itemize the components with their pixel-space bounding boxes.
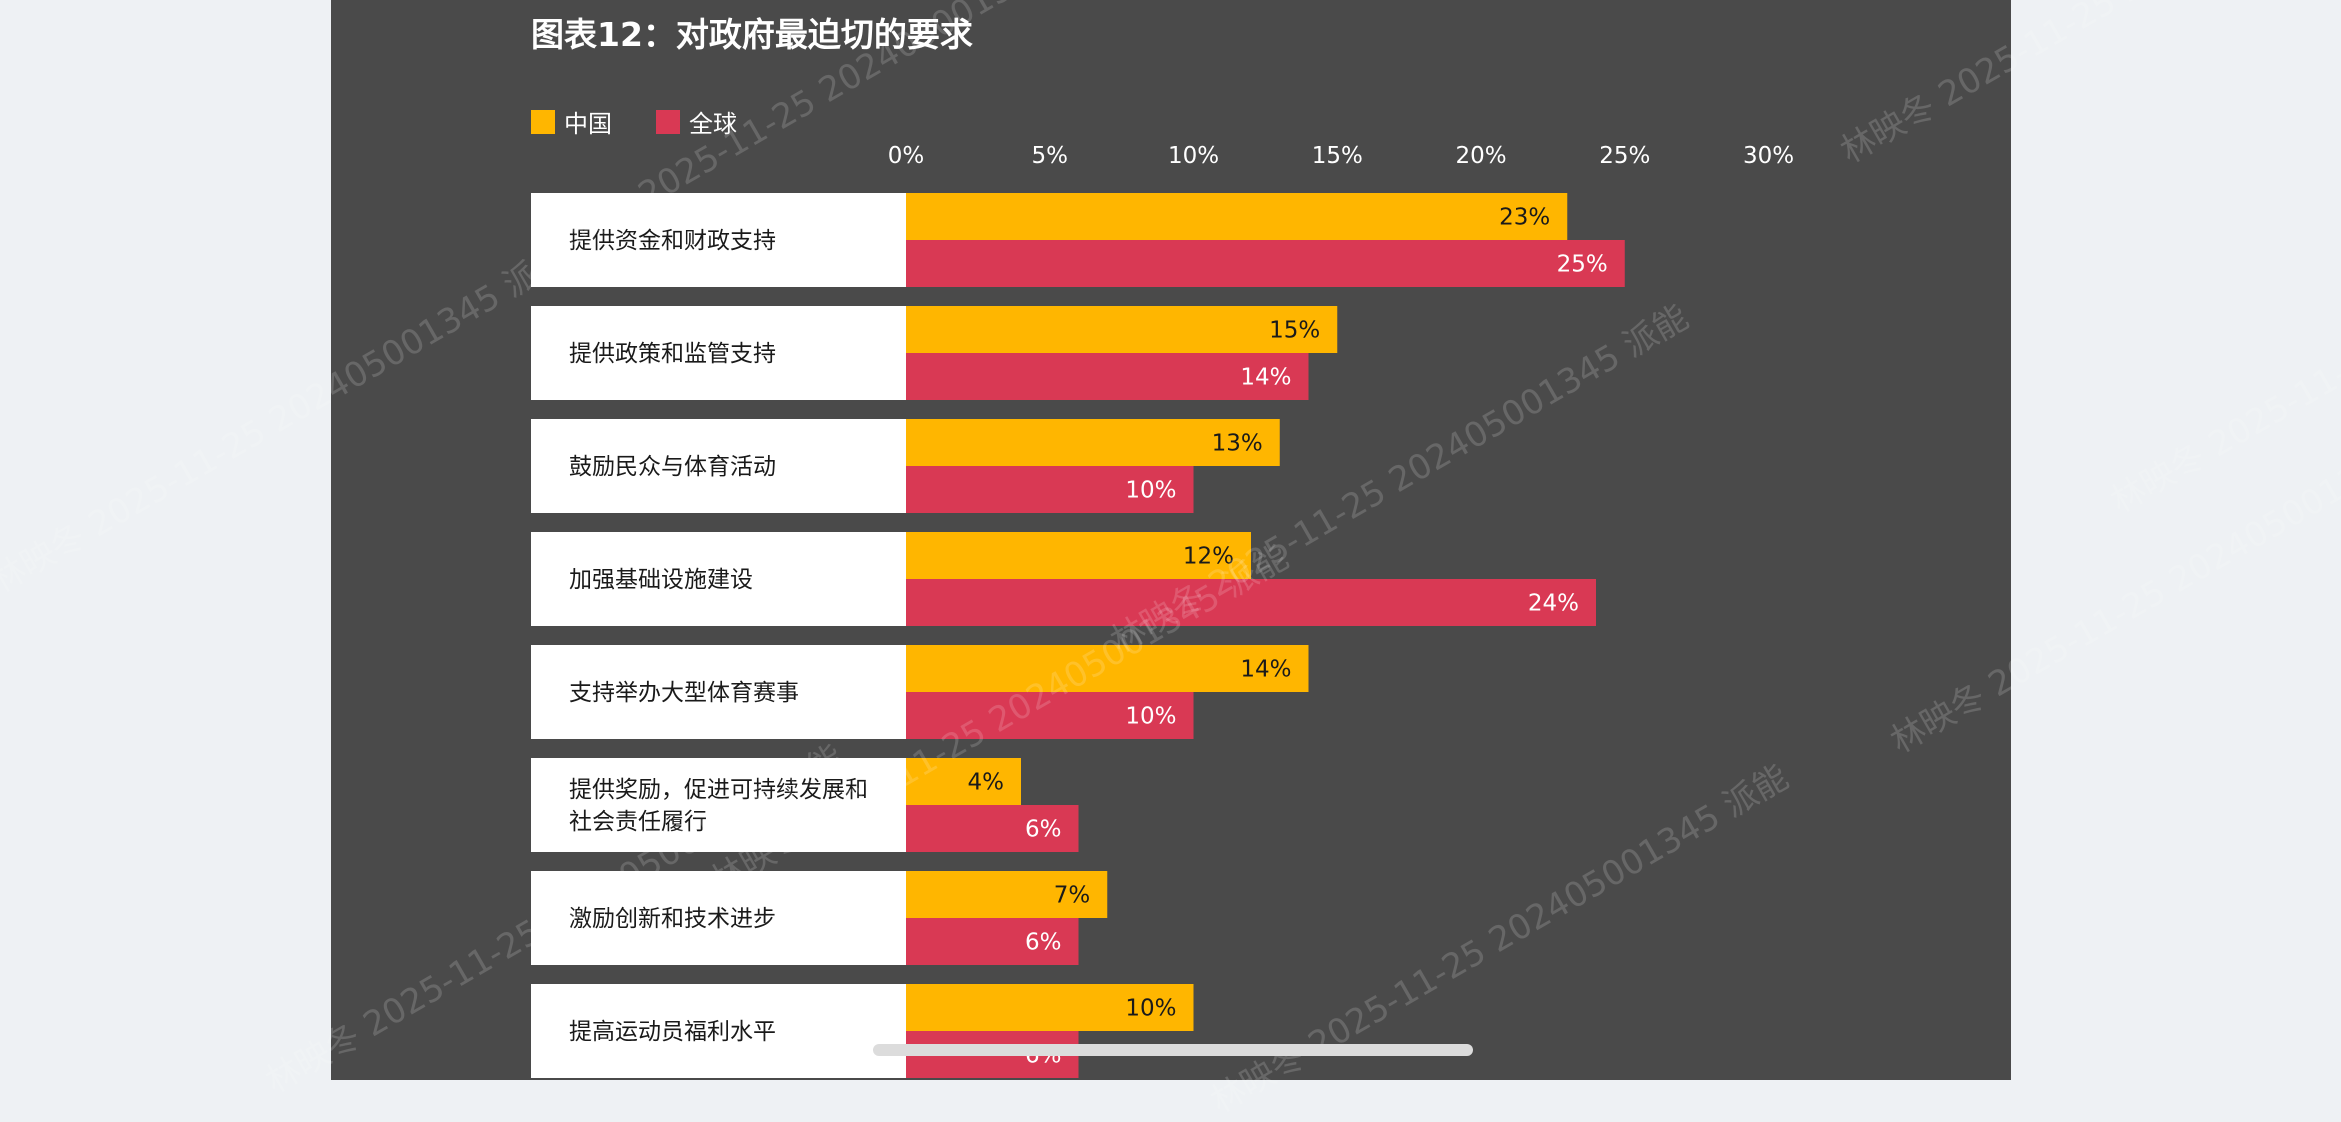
category-label-box <box>531 306 906 400</box>
category-label: 提高运动员福利水平 <box>569 1019 776 1045</box>
watermark-text: 林映冬 2025-11-25 202405001345 派能 <box>2104 157 2341 522</box>
x-tick-label: 20% <box>1455 143 1506 169</box>
legend-label-china: 中国 <box>564 110 612 138</box>
bar-china <box>906 193 1568 240</box>
legend-item-china: 中国 <box>531 104 612 139</box>
data-label-global: 10% <box>1125 478 1176 504</box>
category-label: 社会责任履行 <box>569 809 707 835</box>
chart-title: 图表12：对政府最迫切的要求 <box>531 15 973 54</box>
data-label-china: 10% <box>1125 996 1176 1022</box>
legend-swatch-china <box>531 109 555 134</box>
data-label-china: 14% <box>1240 657 1291 683</box>
category-label-box <box>531 193 906 287</box>
legend-swatch-global <box>656 109 680 134</box>
x-tick-label: 0% <box>888 143 925 169</box>
bar-china <box>906 419 1280 466</box>
category-label-box <box>531 419 906 513</box>
data-label-china: 13% <box>1212 431 1263 457</box>
bar-china <box>906 758 1021 805</box>
horizontal-scrollbar[interactable] <box>873 1044 1473 1056</box>
legend-item-global: 全球 <box>656 104 737 139</box>
category-label-box <box>531 871 906 965</box>
category-label: 支持举办大型体育赛事 <box>569 680 799 706</box>
data-label-china: 15% <box>1269 318 1320 344</box>
data-label-global: 10% <box>1125 704 1176 730</box>
bar-global <box>906 805 1079 852</box>
category-label: 提供政策和监管支持 <box>569 341 776 367</box>
category-label: 加强基础设施建设 <box>569 567 753 593</box>
data-label-china: 23% <box>1499 205 1550 231</box>
category-label: 鼓励民众与体育活动 <box>569 454 776 480</box>
bar-global <box>906 466 1194 513</box>
legend-label-global: 全球 <box>689 110 737 138</box>
category-label: 激励创新和技术进步 <box>569 906 776 932</box>
data-label-global: 14% <box>1240 365 1291 391</box>
category-label: 提供奖励，促进可持续发展和 <box>569 777 868 803</box>
bar-china <box>906 984 1194 1031</box>
category-label-box <box>531 758 906 852</box>
data-label-china: 7% <box>1054 883 1091 909</box>
data-label-global: 6% <box>1025 817 1062 843</box>
data-label-global: 6% <box>1025 930 1062 956</box>
bar-china <box>906 871 1108 918</box>
x-tick-label: 30% <box>1743 143 1794 169</box>
bar-global <box>906 353 1309 400</box>
category-label-box <box>531 984 906 1078</box>
x-tick-label: 5% <box>1032 143 1069 169</box>
chart-panel: 图表12：对政府最迫切的要求 中国 全球 0% 5% 10% 15% 20% 25% 30%… <box>331 0 2011 1080</box>
data-label-china: 12% <box>1183 544 1234 570</box>
bar-chart: 0% 5% 10% 15% 20% 25% 30% 提供资金和财政支持 23% 25% 提供政策和监… <box>531 143 1794 1078</box>
x-tick-label: 10% <box>1168 143 1219 169</box>
bar-global <box>906 240 1625 287</box>
x-tick-label: 15% <box>1312 143 1363 169</box>
bar-china <box>906 306 1338 353</box>
bar-global <box>906 918 1079 965</box>
bar-china <box>906 645 1309 692</box>
category-label-box <box>531 532 906 626</box>
x-tick-label: 25% <box>1599 143 1650 169</box>
data-label-china: 4% <box>968 770 1005 796</box>
data-label-global: 25% <box>1557 252 1608 278</box>
bar-global <box>906 692 1194 739</box>
category-label: 提供资金和财政支持 <box>569 228 776 254</box>
bar-china <box>906 532 1251 579</box>
data-label-global: 24% <box>1528 591 1579 617</box>
category-label-box <box>531 645 906 739</box>
bar-global <box>906 579 1596 626</box>
